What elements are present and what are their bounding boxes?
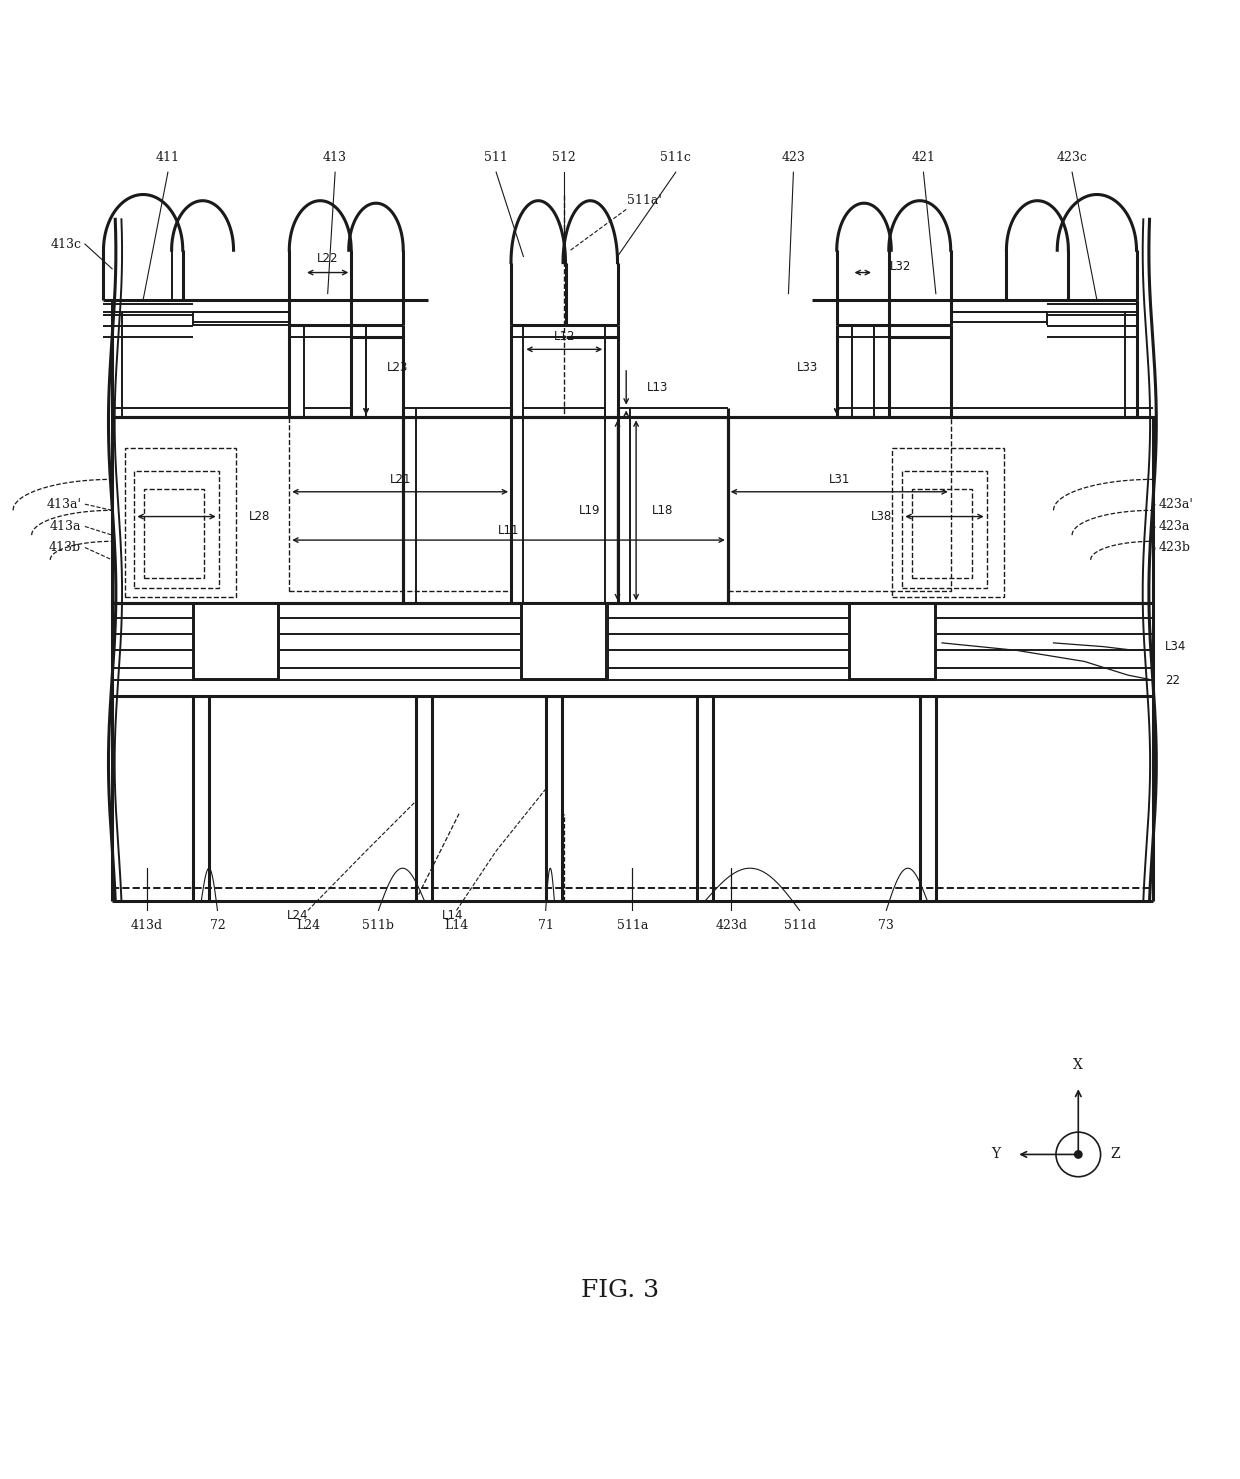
Bar bbox=[144, 490, 203, 578]
Text: Z: Z bbox=[1111, 1148, 1120, 1161]
Bar bbox=[728, 417, 951, 592]
Bar bbox=[728, 417, 1153, 603]
Text: L34: L34 bbox=[1166, 640, 1187, 654]
Text: L28: L28 bbox=[248, 510, 270, 524]
Text: 73: 73 bbox=[878, 918, 894, 932]
Text: L19: L19 bbox=[579, 504, 600, 516]
Text: 421: 421 bbox=[911, 151, 935, 164]
Text: L38: L38 bbox=[872, 510, 893, 524]
Text: 71: 71 bbox=[538, 918, 553, 932]
Text: 423b: 423b bbox=[1159, 541, 1190, 555]
Bar bbox=[903, 470, 987, 589]
Text: 413a: 413a bbox=[50, 521, 81, 532]
Text: 423d: 423d bbox=[715, 918, 748, 932]
Text: 413d: 413d bbox=[130, 918, 162, 932]
Text: 413b: 413b bbox=[50, 541, 81, 555]
Bar bbox=[124, 448, 236, 598]
Bar bbox=[403, 417, 728, 603]
Text: L21: L21 bbox=[391, 473, 412, 487]
Circle shape bbox=[1075, 1151, 1083, 1158]
Text: 423a: 423a bbox=[1159, 521, 1190, 532]
Text: 511c: 511c bbox=[661, 151, 691, 164]
Text: 512: 512 bbox=[552, 151, 577, 164]
Text: L14: L14 bbox=[441, 910, 464, 921]
Text: 411: 411 bbox=[156, 151, 180, 164]
Text: L24: L24 bbox=[296, 918, 320, 932]
Text: 511d: 511d bbox=[784, 918, 816, 932]
Text: 423c: 423c bbox=[1056, 151, 1087, 164]
Text: L12: L12 bbox=[553, 330, 575, 343]
Text: L13: L13 bbox=[647, 382, 668, 395]
Bar bbox=[192, 603, 279, 680]
Text: 413c: 413c bbox=[50, 238, 81, 250]
Bar bbox=[893, 448, 1004, 598]
Text: 413: 413 bbox=[324, 151, 347, 164]
Bar bbox=[193, 605, 278, 679]
Bar bbox=[851, 605, 935, 679]
Text: 511b: 511b bbox=[362, 918, 394, 932]
Text: L31: L31 bbox=[828, 473, 849, 487]
Text: 423: 423 bbox=[781, 151, 805, 164]
Text: L11: L11 bbox=[497, 524, 520, 537]
Bar bbox=[913, 490, 972, 578]
Text: 22: 22 bbox=[1166, 673, 1180, 686]
Bar bbox=[521, 603, 608, 680]
Text: L32: L32 bbox=[890, 260, 911, 272]
Text: Y: Y bbox=[991, 1148, 999, 1161]
Text: L33: L33 bbox=[797, 361, 818, 374]
Text: 511a: 511a bbox=[616, 918, 649, 932]
Text: 72: 72 bbox=[210, 918, 226, 932]
Text: L22: L22 bbox=[317, 253, 339, 265]
Bar bbox=[522, 605, 606, 679]
Text: X: X bbox=[1074, 1059, 1084, 1072]
Text: L23: L23 bbox=[387, 361, 408, 374]
Text: 413a': 413a' bbox=[46, 497, 81, 510]
Text: 511a': 511a' bbox=[627, 194, 662, 207]
Bar bbox=[134, 470, 218, 589]
Text: L18: L18 bbox=[652, 504, 673, 516]
Text: 511: 511 bbox=[484, 151, 508, 164]
Text: 423a': 423a' bbox=[1159, 497, 1194, 510]
Text: L24: L24 bbox=[288, 910, 309, 921]
Bar bbox=[849, 603, 936, 680]
Text: L14: L14 bbox=[444, 918, 469, 932]
Bar bbox=[289, 417, 511, 592]
Text: FIG. 3: FIG. 3 bbox=[580, 1279, 660, 1302]
Bar bbox=[112, 417, 403, 603]
